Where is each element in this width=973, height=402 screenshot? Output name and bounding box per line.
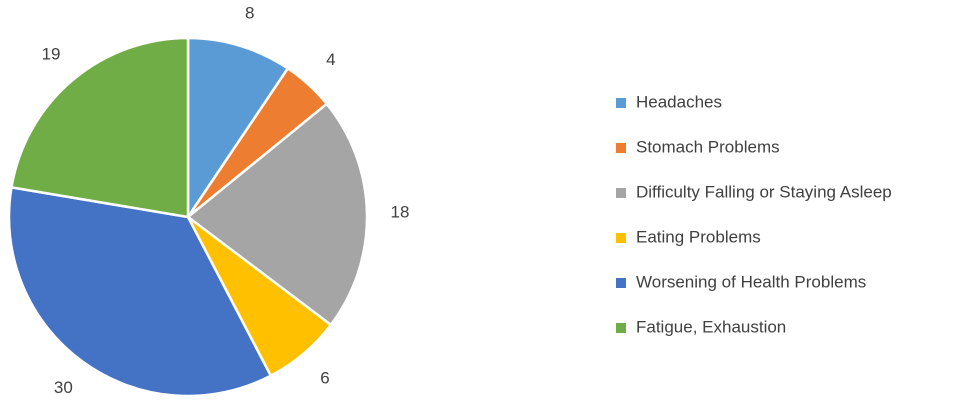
- legend-swatch: [616, 233, 626, 243]
- legend-label: Stomach Problems: [636, 137, 780, 156]
- pie-slice: [185, 102, 369, 327]
- data-label: 19: [42, 45, 61, 64]
- legend-label: Fatigue, Exhaustion: [636, 317, 786, 336]
- data-label: 8: [245, 4, 254, 23]
- data-label: 18: [391, 203, 410, 222]
- data-label: 6: [320, 368, 329, 387]
- legend-swatch: [616, 323, 626, 333]
- legend-label: Headaches: [636, 92, 722, 111]
- legend-label: Difficulty Falling or Staying Asleep: [636, 182, 892, 201]
- legend-label: Eating Problems: [636, 227, 761, 246]
- legend-swatch: [616, 143, 626, 153]
- legend-swatch: [616, 278, 626, 288]
- data-label: 30: [54, 378, 73, 397]
- pie-slice: [7, 185, 273, 398]
- data-label: 4: [326, 50, 335, 69]
- legend-swatch: [616, 188, 626, 198]
- pie-slice: [10, 36, 190, 219]
- legend-swatch: [616, 98, 626, 108]
- pie-slice: [186, 36, 290, 222]
- legend-label: Worsening of Health Problems: [636, 272, 866, 291]
